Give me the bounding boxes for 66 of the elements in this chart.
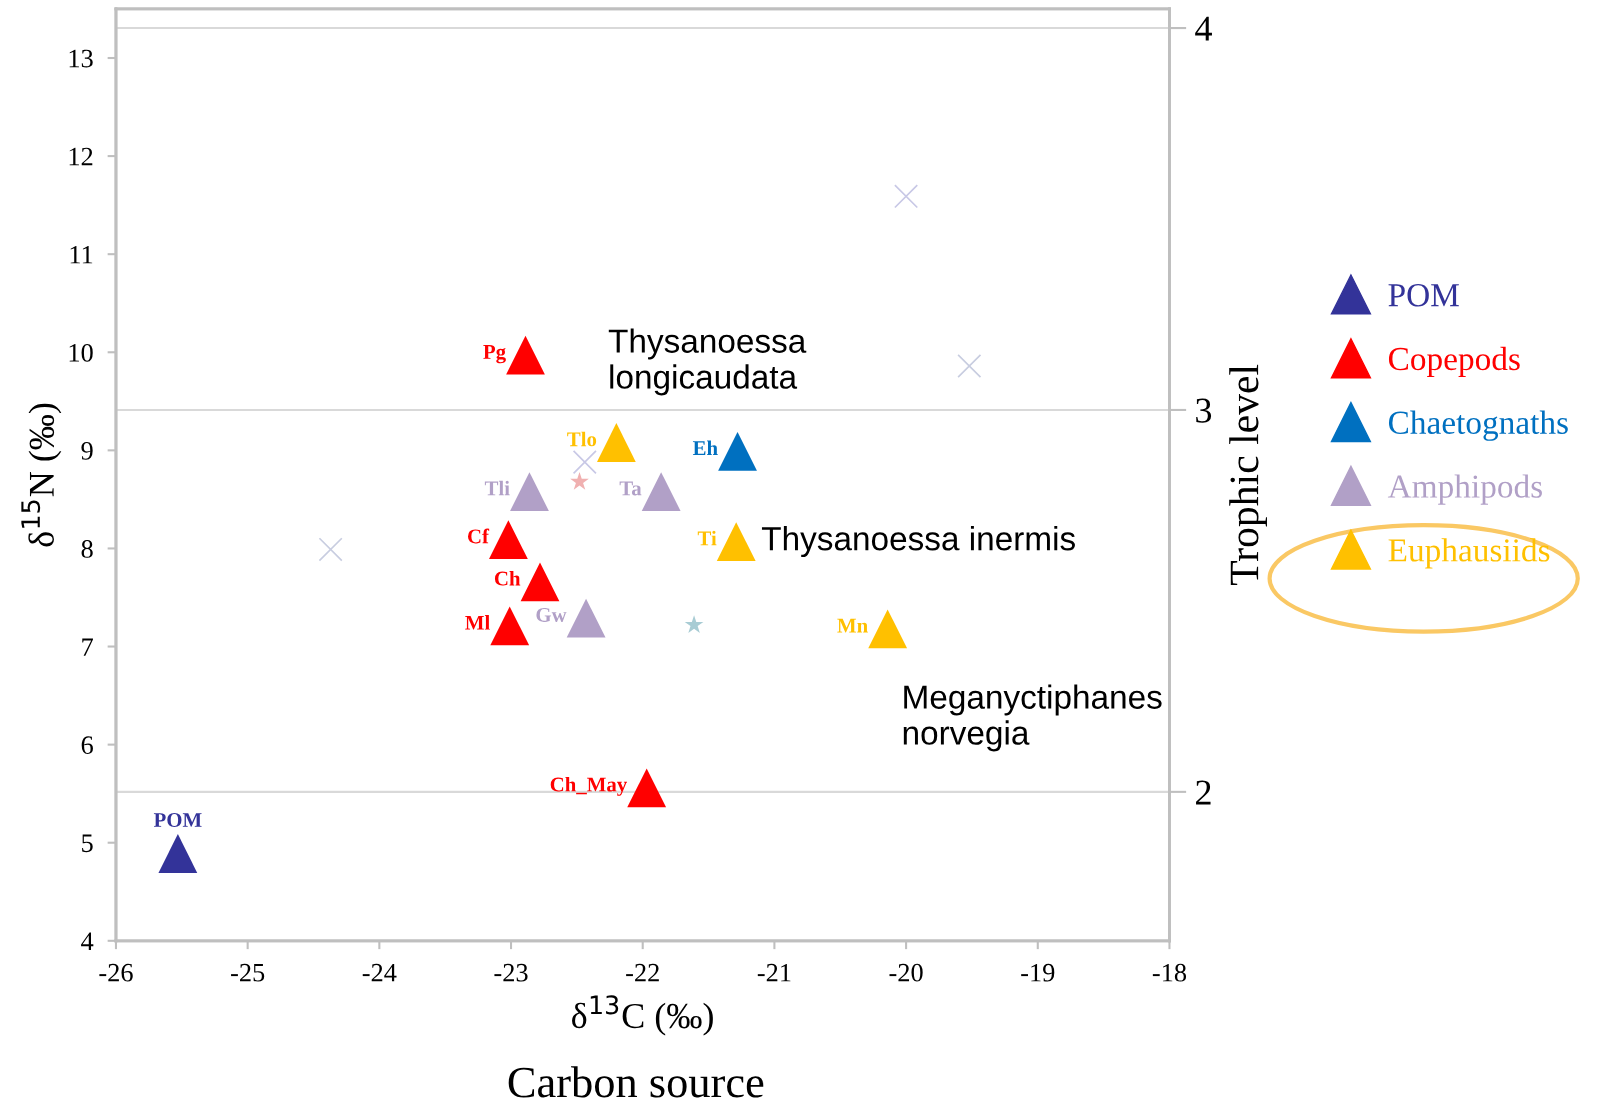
x-tick-label: -23 (494, 963, 528, 982)
x-tick-label: -20 (889, 963, 923, 982)
point (718, 431, 757, 471)
annotation: Thysanoessa inermis (761, 526, 1075, 558)
data-label: Ch (494, 570, 521, 586)
point (641, 472, 681, 511)
x-tick-label: -24 (362, 963, 397, 982)
y-tick-label: 10 (69, 343, 93, 362)
data-label: Ti (697, 530, 717, 546)
annotation: Meganyctiphanes norvegia (903, 684, 1162, 752)
point (572, 450, 597, 475)
point (490, 606, 530, 646)
data-label: Mn (837, 618, 868, 633)
data-label: POM (153, 813, 202, 828)
data-label: Eh (692, 440, 718, 455)
y2-tick-label: 4 (1195, 16, 1212, 41)
data-label: Pg (483, 345, 506, 364)
y-tick-label: 4 (81, 932, 94, 950)
data-label: Ch_May (550, 776, 628, 796)
x-tick-label: -19 (1021, 963, 1055, 982)
data-label: Ta (619, 481, 642, 496)
data-label: Gw (536, 607, 567, 622)
legend-label: Amphipods (1387, 474, 1542, 505)
point (158, 834, 198, 873)
x-tick-label: -22 (626, 963, 659, 982)
data-label: Tlo (567, 431, 597, 447)
point (489, 520, 528, 560)
y-axis-title: δ$^{15}$N (‰) (21, 403, 62, 547)
point (510, 472, 549, 511)
point (570, 471, 589, 490)
point (506, 335, 545, 375)
point (520, 562, 560, 602)
data-label: Tli (484, 480, 510, 496)
legend-label: Chaetognaths (1388, 410, 1568, 441)
x-tick-label: -18 (1152, 963, 1187, 982)
point (868, 609, 908, 649)
point (684, 615, 704, 633)
y-tick-label: 8 (81, 540, 93, 558)
legend-label: POM (1388, 284, 1459, 307)
x-tick-label: -26 (99, 963, 133, 982)
y-tick-label: 13 (69, 49, 93, 68)
point (596, 423, 636, 462)
point (566, 598, 606, 638)
point (957, 353, 982, 379)
point (894, 184, 919, 209)
point (318, 537, 343, 562)
data-label: Ml (465, 615, 490, 630)
y-tick-label: 12 (69, 147, 93, 166)
annotation: Thysanoessa longicaudata (608, 328, 807, 396)
x-axis-title: δ$^{13}$C (‰) (572, 995, 713, 1036)
x-tick-label: -25 (231, 963, 265, 982)
legend-label: Copepods (1388, 346, 1520, 377)
y-tick-label: 6 (81, 736, 93, 755)
data-label: Cf (467, 528, 490, 544)
y2-axis-title: Trophic level (1229, 364, 1267, 586)
y-tick-label: 7 (82, 638, 93, 656)
point (627, 768, 667, 808)
x-tick-label: -21 (757, 963, 791, 982)
point (716, 522, 756, 561)
y-tick-label: 9 (81, 442, 93, 460)
text: Carbon source (508, 1066, 764, 1098)
y-tick-label: 11 (70, 245, 93, 264)
y2-tick-label: 3 (1196, 398, 1212, 423)
y2-tick-label: 2 (1196, 780, 1211, 805)
y-tick-label: 5 (82, 834, 93, 853)
legend-label: Euphausiids (1388, 538, 1550, 569)
